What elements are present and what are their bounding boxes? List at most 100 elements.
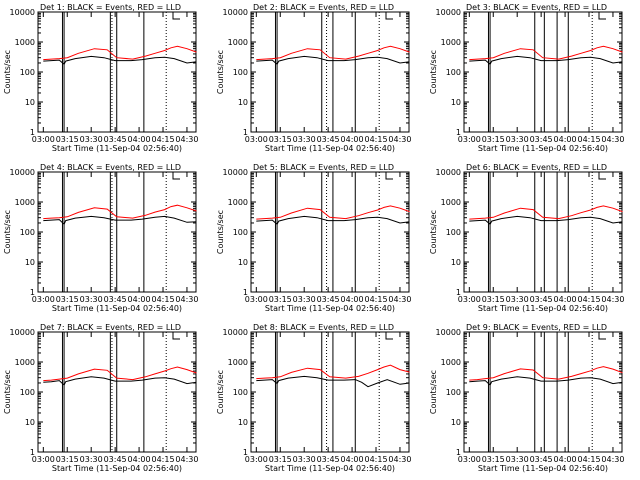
- x-tick-label: 04:00: [341, 455, 364, 464]
- lld-series-line: [256, 364, 410, 380]
- y-tick-label: 10: [25, 418, 35, 427]
- detector-panel: Det 6: BLACK = Events, RED = LLD 1 10 100 10…: [429, 163, 624, 313]
- x-tick-label: 03:45: [530, 455, 553, 464]
- x-tick-label: 04:00: [554, 455, 577, 464]
- y-tick-label: 10000: [223, 168, 248, 177]
- corner-mark: [598, 332, 606, 340]
- chart-title: Det 3: BLACK = Events, RED = LLD: [466, 3, 607, 12]
- x-tick-label: 04:30: [175, 135, 198, 144]
- x-tick-label: 04:30: [601, 295, 624, 304]
- x-tick-label: 03:00: [245, 295, 268, 304]
- chart-title: Det 8: BLACK = Events, RED = LLD: [253, 323, 394, 332]
- y-tick-label: 100: [233, 388, 248, 397]
- y-tick-label: 100: [446, 68, 461, 77]
- x-tick-label: 03:15: [269, 135, 292, 144]
- x-tick-label: 03:00: [32, 295, 55, 304]
- x-tick-label: 03:15: [56, 455, 79, 464]
- x-tick-label: 03:30: [293, 455, 316, 464]
- x-tick-label: 04:15: [364, 455, 387, 464]
- detector-panel: Det 7: BLACK = Events, RED = LLD 1 10 100 10…: [3, 323, 198, 473]
- y-tick-label: 10: [238, 418, 248, 427]
- x-tick-label: 03:00: [458, 295, 481, 304]
- x-tick-label: 04:30: [388, 135, 411, 144]
- y-tick-label: 1000: [15, 358, 35, 367]
- events-series-line: [43, 215, 197, 226]
- events-series-line: [256, 55, 410, 66]
- detector-panel: Det 8: BLACK = Events, RED = LLD 1 10 100 10…: [216, 323, 411, 473]
- x-tick-label: 03:15: [269, 295, 292, 304]
- corner-mark: [172, 12, 180, 20]
- x-tick-label: 03:00: [32, 455, 55, 464]
- y-tick-label: 10: [451, 418, 461, 427]
- chart-title: Det 2: BLACK = Events, RED = LLD: [253, 3, 394, 12]
- x-tick-label: 04:15: [364, 135, 387, 144]
- plot-frame: [250, 171, 410, 293]
- x-tick-label: 04:15: [364, 295, 387, 304]
- events-series-line: [469, 215, 623, 226]
- x-tick-label: 04:15: [577, 135, 600, 144]
- y-tick-label: 1000: [228, 358, 248, 367]
- detector-panel: Det 2: BLACK = Events, RED = LLD 1 10 100 10…: [216, 3, 411, 153]
- x-tick-label: 03:30: [80, 135, 103, 144]
- x-tick-label: 03:45: [317, 295, 340, 304]
- events-series-line: [469, 55, 623, 66]
- y-tick-label: 10: [25, 258, 35, 267]
- plot-frame: [250, 11, 410, 133]
- corner-mark: [598, 12, 606, 20]
- corner-mark: [172, 172, 180, 180]
- chart-title: Det 1: BLACK = Events, RED = LLD: [40, 3, 181, 12]
- y-tick-label: 10: [238, 258, 248, 267]
- x-tick-label: 03:30: [506, 455, 529, 464]
- x-tick-label: 03:30: [80, 295, 103, 304]
- x-tick-label: 04:00: [554, 295, 577, 304]
- x-tick-label: 04:15: [151, 455, 174, 464]
- x-tick-label: 03:15: [56, 295, 79, 304]
- x-tick-label: 04:15: [577, 455, 600, 464]
- y-tick-label: 100: [20, 68, 35, 77]
- detector-panel: Det 3: BLACK = Events, RED = LLD 1 10 100 10…: [429, 3, 624, 153]
- y-tick-label: 1: [30, 288, 35, 297]
- lld-series-line: [43, 204, 197, 220]
- corner-mark: [385, 332, 393, 340]
- y-tick-label: 1: [456, 288, 461, 297]
- y-axis-label: Counts/sec: [216, 370, 225, 414]
- corner-mark: [385, 12, 393, 20]
- x-axis-label: Start Time (11-Sep-04 02:56:40): [265, 144, 395, 153]
- y-tick-label: 100: [446, 388, 461, 397]
- x-tick-label: 04:00: [128, 135, 151, 144]
- lld-series-line: [469, 45, 623, 61]
- events-series-line: [469, 376, 623, 386]
- y-tick-label: 10: [451, 98, 461, 107]
- detector-panel: Det 4: BLACK = Events, RED = LLD 1 10 100 10…: [3, 163, 198, 313]
- x-axis-label: Start Time (11-Sep-04 02:56:40): [52, 144, 182, 153]
- y-tick-label: 10: [238, 98, 248, 107]
- y-tick-label: 1: [243, 448, 248, 457]
- x-axis-label: Start Time (11-Sep-04 02:56:40): [52, 464, 182, 473]
- x-tick-label: 04:00: [341, 135, 364, 144]
- y-tick-label: 10000: [10, 328, 35, 337]
- x-tick-label: 03:00: [458, 135, 481, 144]
- plot-frame: [463, 11, 623, 133]
- y-axis-label: Counts/sec: [3, 210, 12, 254]
- lld-series-line: [256, 45, 410, 61]
- detector-panel: Det 5: BLACK = Events, RED = LLD 1 10 100 10…: [216, 163, 411, 313]
- y-axis-label: Counts/sec: [3, 50, 12, 94]
- y-tick-label: 10000: [436, 8, 461, 17]
- detector-panel: Det 9: BLACK = Events, RED = LLD 1 10 100 10…: [429, 323, 624, 473]
- lld-series-line: [43, 366, 197, 382]
- x-tick-label: 04:00: [554, 135, 577, 144]
- x-tick-label: 03:45: [104, 135, 127, 144]
- x-axis-label: Start Time (11-Sep-04 02:56:40): [265, 304, 395, 313]
- y-tick-label: 1000: [228, 198, 248, 207]
- y-tick-label: 10000: [223, 328, 248, 337]
- x-tick-label: 03:45: [317, 135, 340, 144]
- y-tick-label: 1000: [228, 38, 248, 47]
- y-tick-label: 1000: [441, 198, 461, 207]
- y-tick-label: 1000: [441, 38, 461, 47]
- y-tick-label: 1: [30, 128, 35, 137]
- x-tick-label: 04:15: [577, 295, 600, 304]
- x-tick-label: 04:15: [151, 295, 174, 304]
- x-tick-label: 04:30: [388, 455, 411, 464]
- x-axis-label: Start Time (11-Sep-04 02:56:40): [478, 464, 608, 473]
